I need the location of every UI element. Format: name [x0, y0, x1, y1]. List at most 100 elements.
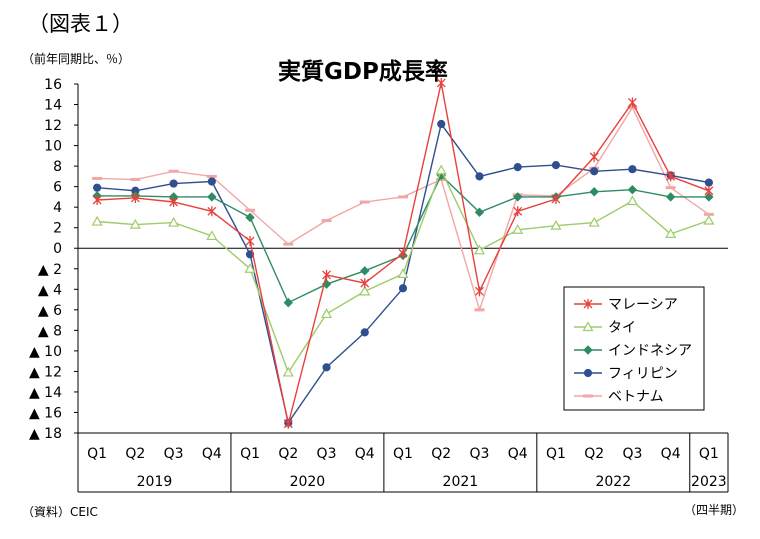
y-tick-label: ▲ 8: [38, 323, 62, 339]
data-point: [169, 197, 179, 208]
y-tick-label: 4: [53, 200, 62, 216]
chart-title: 実質GDP成長率: [278, 59, 448, 85]
data-point: [129, 218, 141, 229]
legend-entry: タイ: [574, 320, 636, 336]
x-tick-label: Q1: [699, 446, 719, 462]
x-tick-label: Q3: [470, 446, 490, 462]
data-point: [665, 228, 677, 238]
y-tick-label: ▲ 10: [29, 344, 62, 360]
data-point: [588, 216, 600, 227]
data-point: [322, 363, 331, 372]
data-point: [626, 195, 638, 206]
data-point: [475, 172, 484, 181]
data-point: [512, 224, 524, 234]
data-point: [283, 418, 293, 429]
data-point: [245, 212, 255, 223]
x-tick-label: Q1: [87, 446, 107, 462]
data-point: [207, 206, 217, 217]
legend-entry: ベトナム: [574, 389, 664, 405]
data-point: [628, 165, 637, 174]
data-point: [321, 308, 333, 319]
y-tick-label: ▲ 6: [38, 303, 62, 319]
x-tick-label: Q3: [164, 446, 184, 462]
series-triangle: [91, 164, 715, 377]
period-label: （四半期）: [684, 503, 745, 517]
legend-marker: [583, 345, 593, 355]
source-note: （資料）CEIC: [22, 505, 98, 519]
y-tick-label: 12: [44, 118, 62, 134]
data-point: [704, 185, 714, 196]
x-tick-label: Q4: [661, 446, 681, 462]
data-point: [360, 328, 369, 337]
data-point: [398, 284, 408, 293]
x-tick-label: Q3: [317, 446, 337, 462]
data-point: [550, 219, 562, 230]
unit-label: （前年同期比、％）: [22, 52, 131, 66]
y-tick-label: ▲ 2: [38, 262, 62, 278]
data-point: [589, 151, 599, 162]
y-tick-label: 2: [53, 221, 62, 237]
series-star: [92, 77, 714, 429]
data-point: [704, 178, 713, 187]
data-point: [665, 192, 676, 202]
data-point: [169, 179, 178, 188]
legend-entry: フィリピン: [574, 366, 678, 382]
data-point: [551, 193, 561, 204]
data-point: [512, 192, 523, 202]
y-tick-label: ▲ 4: [38, 282, 62, 298]
data-point: [627, 97, 637, 108]
year-label: 2022: [595, 474, 631, 490]
legend-entry: マレーシア: [574, 297, 678, 313]
legend-marker: [582, 321, 594, 332]
series-line: [97, 174, 709, 304]
legend-label: ベトナム: [608, 389, 664, 405]
data-point: [283, 297, 294, 308]
year-label: 2021: [443, 474, 479, 490]
data-point: [207, 177, 216, 186]
data-point: [589, 187, 599, 197]
y-tick-label: 10: [44, 139, 62, 155]
data-point: [703, 214, 715, 225]
data-point: [436, 77, 446, 88]
x-tick-label: Q3: [622, 446, 642, 462]
y-tick-label: ▲ 18: [29, 426, 62, 442]
x-tick-label: Q1: [393, 446, 413, 462]
data-point: [397, 268, 409, 278]
y-tick-label: ▲ 12: [29, 364, 62, 380]
data-point: [590, 167, 599, 176]
data-point: [360, 278, 370, 289]
y-tick-label: 14: [44, 98, 62, 114]
legend-entry: インドネシア: [574, 343, 692, 359]
x-tick-label: Q4: [508, 446, 528, 462]
x-tick-label: Q2: [584, 446, 604, 462]
x-tick-label: Q1: [240, 446, 260, 462]
data-point: [130, 192, 140, 203]
data-point: [91, 215, 103, 226]
series-circle: [93, 119, 713, 427]
data-point: [322, 269, 331, 280]
x-tick-label: Q2: [278, 446, 298, 462]
data-point: [437, 119, 446, 129]
data-point: [360, 266, 370, 276]
data-point: [513, 163, 522, 172]
legend-label: マレーシア: [608, 297, 678, 313]
data-point: [244, 263, 256, 273]
y-tick-label: 16: [44, 77, 62, 93]
legend-label: タイ: [608, 320, 636, 336]
data-point: [282, 366, 294, 377]
legend-label: インドネシア: [608, 343, 692, 359]
x-tick-label: Q2: [125, 446, 145, 462]
data-point: [168, 216, 180, 227]
series-dash: [92, 106, 714, 313]
data-point: [551, 160, 561, 170]
x-tick-label: Q4: [202, 446, 222, 462]
data-point: [92, 194, 102, 205]
data-point: [207, 192, 217, 202]
year-label: 2020: [290, 474, 326, 490]
data-point: [206, 230, 218, 241]
series-line: [97, 106, 710, 313]
data-point: [398, 248, 408, 259]
data-point: [93, 183, 102, 192]
